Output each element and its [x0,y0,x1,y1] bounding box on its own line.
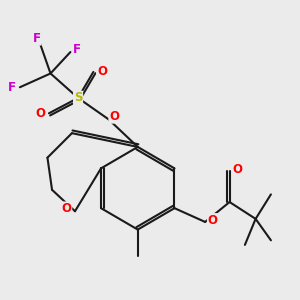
Text: F: F [8,81,16,94]
Text: S: S [74,92,82,104]
Text: O: O [232,164,243,176]
Text: F: F [33,32,41,45]
Text: O: O [109,110,119,123]
Text: O: O [97,65,107,78]
Text: O: O [208,214,218,227]
Text: O: O [61,202,71,215]
Text: F: F [73,43,81,56]
Text: O: O [35,107,45,120]
